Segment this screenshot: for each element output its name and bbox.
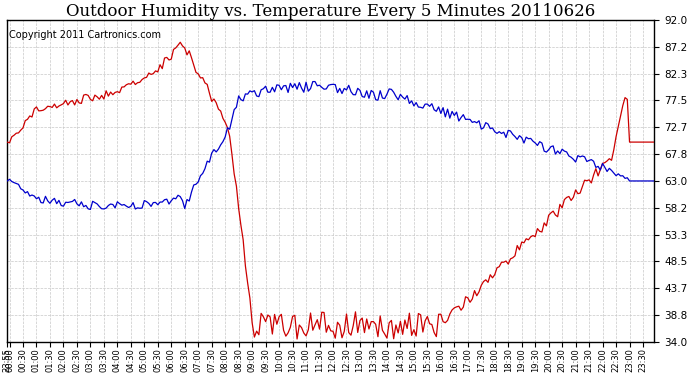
Text: Copyright 2011 Cartronics.com: Copyright 2011 Cartronics.com [8, 30, 161, 40]
Title: Outdoor Humidity vs. Temperature Every 5 Minutes 20110626: Outdoor Humidity vs. Temperature Every 5… [66, 3, 595, 20]
